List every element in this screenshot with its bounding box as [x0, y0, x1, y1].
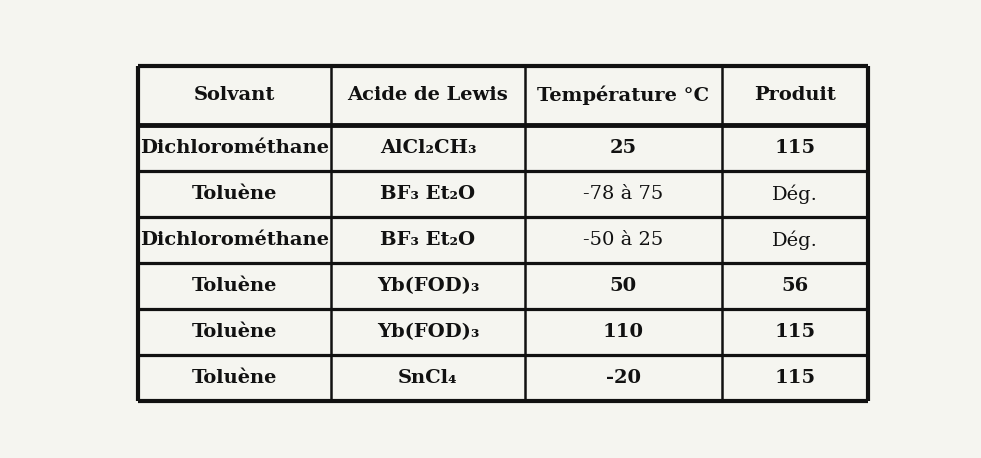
- Text: Acide de Lewis: Acide de Lewis: [347, 87, 508, 104]
- Text: 115: 115: [774, 323, 815, 341]
- Text: 56: 56: [781, 277, 808, 295]
- Text: Température °C: Température °C: [538, 86, 709, 105]
- Text: Toluène: Toluène: [192, 277, 278, 295]
- Text: Yb(FOD)₃: Yb(FOD)₃: [377, 277, 479, 295]
- Text: AlCl₂CH₃: AlCl₂CH₃: [380, 139, 476, 157]
- Text: Dichlorométhane: Dichlorométhane: [140, 231, 329, 249]
- Text: -78 à 75: -78 à 75: [583, 185, 663, 203]
- Text: 25: 25: [609, 139, 637, 157]
- Text: 110: 110: [602, 323, 644, 341]
- Text: Dichlorométhane: Dichlorométhane: [140, 139, 329, 157]
- Text: BF₃ Et₂O: BF₃ Et₂O: [381, 185, 476, 203]
- Text: Produit: Produit: [753, 87, 836, 104]
- Text: -20: -20: [605, 369, 641, 387]
- Text: Solvant: Solvant: [194, 87, 276, 104]
- Text: Toluène: Toluène: [192, 185, 278, 203]
- Text: Toluène: Toluène: [192, 369, 278, 387]
- Text: Dég.: Dég.: [772, 184, 817, 204]
- Text: BF₃ Et₂O: BF₃ Et₂O: [381, 231, 476, 249]
- Text: 50: 50: [609, 277, 637, 295]
- Text: Dég.: Dég.: [772, 230, 817, 250]
- Text: Toluène: Toluène: [192, 323, 278, 341]
- Text: 115: 115: [774, 139, 815, 157]
- Text: -50 à 25: -50 à 25: [583, 231, 663, 249]
- Text: SnCl₄: SnCl₄: [398, 369, 458, 387]
- Text: 115: 115: [774, 369, 815, 387]
- Text: Yb(FOD)₃: Yb(FOD)₃: [377, 323, 479, 341]
